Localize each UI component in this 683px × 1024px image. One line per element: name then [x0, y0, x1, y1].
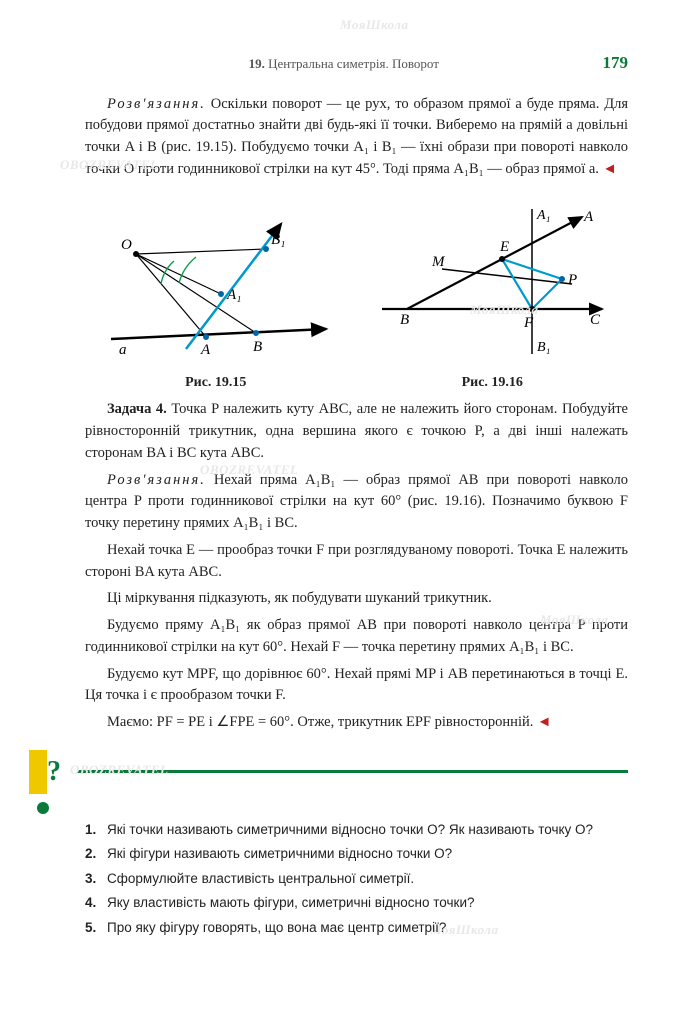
svg-text:A: A	[200, 342, 211, 358]
task-4-para: Задача 4. Точка P належить куту ABC, але…	[85, 399, 628, 464]
svg-text:a: a	[119, 342, 127, 358]
separator-line	[77, 770, 628, 773]
list-item: Сформулюйте властивість центральної симе…	[85, 869, 628, 889]
svg-text:E: E	[499, 239, 509, 255]
task-4-text: Точка P належить куту ABC, але не належи…	[85, 401, 628, 461]
figures-row: O A B A₁ B₁ a Рис. 19.15	[85, 199, 628, 394]
section-separator: ?	[37, 752, 628, 792]
questions-list: Які точки називають симетричними відносн…	[85, 820, 628, 938]
green-dot-icon	[37, 802, 49, 814]
svg-text:P: P	[567, 272, 577, 288]
figure-caption: Рис. 19.16	[372, 372, 612, 393]
svg-text:C: C	[590, 312, 601, 328]
list-item: Які точки називають симетричними відносн…	[85, 820, 628, 840]
solution-2-p1: Розв'язання. Нехай пряма A₁B₁ — образ пр…	[85, 470, 628, 535]
solution-2-p2: Нехай точка E — прообраз точки F при роз…	[85, 540, 628, 584]
figure-19-16: B C A A₁ B₁ M E P F Рис. 19.16	[372, 199, 612, 394]
section-title-text: Центральна симетрія. Поворот	[268, 56, 439, 71]
list-item: Яку властивість мають фігури, симетричні…	[85, 893, 628, 913]
svg-text:B: B	[253, 339, 262, 355]
svg-text:M: M	[431, 254, 446, 270]
svg-text:B₁: B₁	[271, 232, 285, 248]
sol2-text-6: Маємо: PF = PE і ∠FPE = 60°. Отже, трику…	[107, 714, 533, 730]
solution-label: Розв'язання.	[107, 96, 206, 112]
section-number: 19.	[249, 56, 265, 71]
figure-19-15-svg: O A B A₁ B₁ a	[101, 199, 331, 359]
figure-19-15: O A B A₁ B₁ a Рис. 19.15	[101, 199, 331, 394]
svg-text:B: B	[400, 312, 409, 328]
page-number: 179	[603, 50, 629, 76]
list-item: Про яку фігуру говорять, що вона має цен…	[85, 918, 628, 938]
solution-2-p4: Будуємо пряму A₁B₁ як образ прямої AB пр…	[85, 615, 628, 659]
question-mark-icon: ?	[37, 752, 71, 792]
solution-2-p6: Маємо: PF = PE і ∠FPE = 60°. Отже, трику…	[85, 712, 628, 734]
list-item: Які фігури називають симетричними віднос…	[85, 844, 628, 864]
solution-label: Розв'язання.	[107, 472, 206, 488]
figure-caption: Рис. 19.15	[101, 372, 331, 393]
section-title: 19. Центральна симетрія. Поворот	[249, 54, 439, 74]
svg-text:B₁: B₁	[537, 340, 550, 355]
svg-text:F: F	[523, 315, 534, 331]
svg-text:O: O	[121, 237, 132, 253]
svg-text:A: A	[583, 209, 594, 225]
svg-text:A₁: A₁	[226, 287, 241, 303]
solution-2-p3: Ці міркування підказують, як побудувати …	[85, 588, 628, 610]
watermark: МояШкола	[340, 15, 408, 35]
svg-text:A₁: A₁	[536, 208, 550, 223]
solution-1-para: Розв'язання. Оскільки поворот — це рух, …	[85, 94, 628, 181]
task-label: Задача 4.	[107, 401, 167, 417]
end-mark-icon: ◄	[537, 714, 551, 730]
solution-2-p5: Будуємо кут MPF, що дорівнює 60°. Нехай …	[85, 664, 628, 708]
end-mark-icon: ◄	[603, 161, 617, 177]
figure-19-16-svg: B C A A₁ B₁ M E P F	[372, 199, 612, 359]
page-header: 19. Центральна симетрія. Поворот 179	[85, 50, 628, 80]
